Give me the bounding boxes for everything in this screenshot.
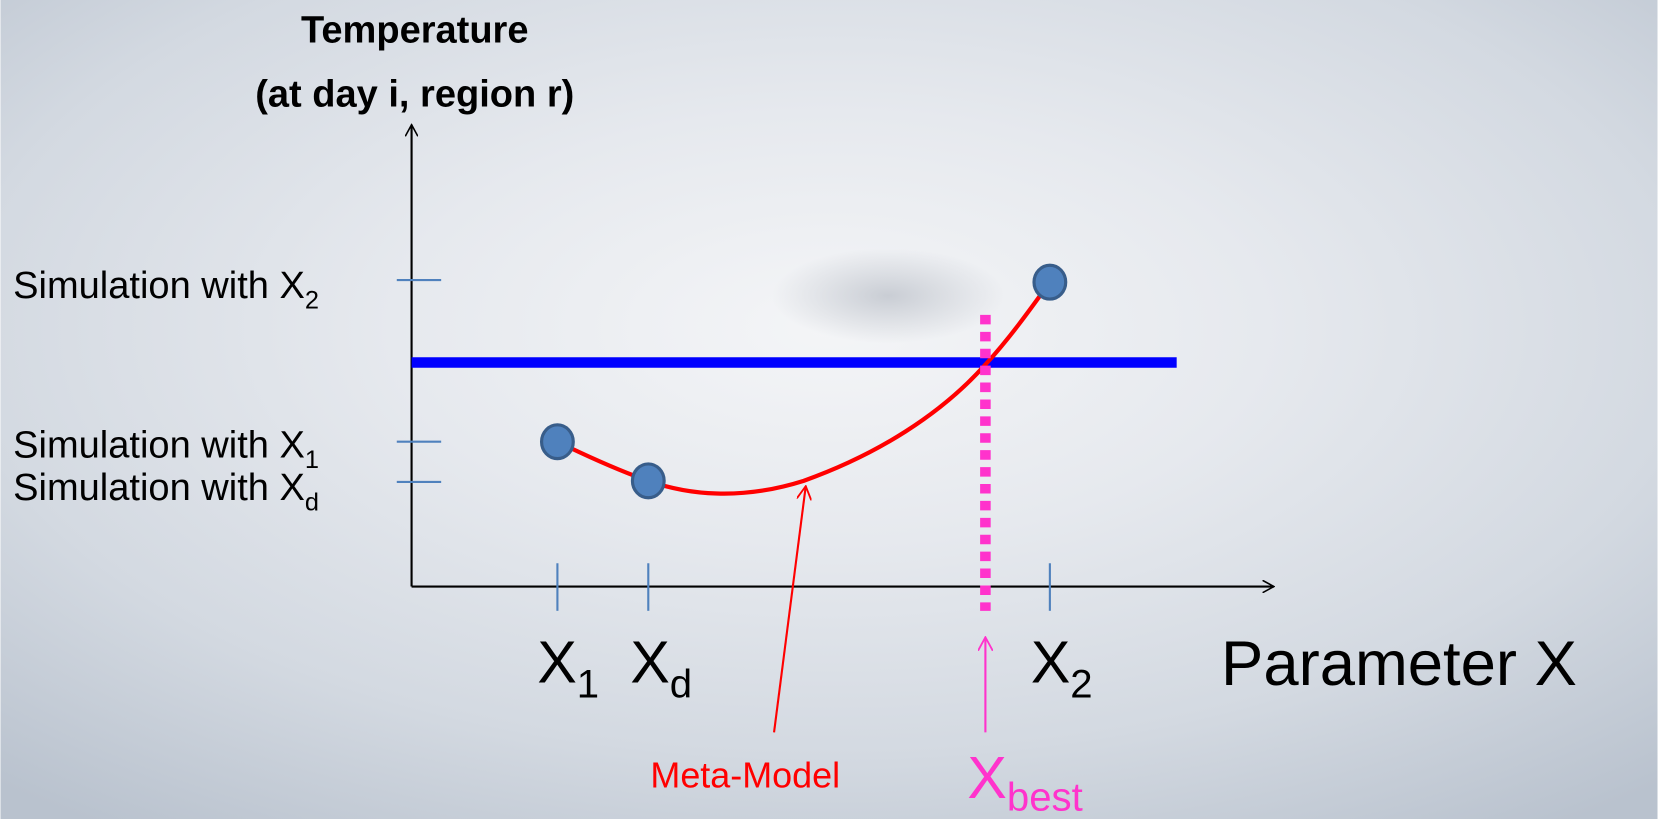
x-label-sub: 1 [577,661,599,706]
point [1032,263,1068,301]
storm-eye [771,248,1005,344]
best-label-sub: best [1007,775,1083,819]
x-label-text: X [537,629,576,696]
x-label: X2 [1031,629,1093,707]
x-label-text: X [1031,629,1070,696]
x-label-sub: d [670,661,692,706]
y-axis-title: Temperature [301,9,529,51]
y-label-text: Simulation with X [13,467,305,509]
point [539,423,575,461]
simulation-points [539,263,1068,500]
y-label: Simulation with X2 [13,265,319,315]
y-label-text: Simulation with X [13,425,305,467]
y-label-text: Simulation with X [13,265,305,307]
x-ticks [556,563,1051,611]
y-label: Simulation with X1 [13,425,319,475]
meta-model-arrow [772,486,806,733]
x-label-sub: 2 [1070,661,1092,706]
meta-model-label: Meta-Model [650,754,840,795]
y-axis-title: (at day i, region r) [255,74,574,116]
y-label-sub: 2 [305,287,319,315]
x-axis-title: Parameter X [1221,629,1577,699]
x-label-text: X [630,629,669,696]
x-label: Xd [630,629,692,707]
y-label-sub: d [305,488,319,516]
point [630,462,666,500]
y-ticks [396,278,442,483]
best-label: Xbest [967,744,1082,819]
x-label: X1 [537,629,599,707]
y-label: Simulation with Xd [13,467,319,517]
y-label-sub: 1 [305,446,319,474]
best-label-text: X [967,744,1006,811]
